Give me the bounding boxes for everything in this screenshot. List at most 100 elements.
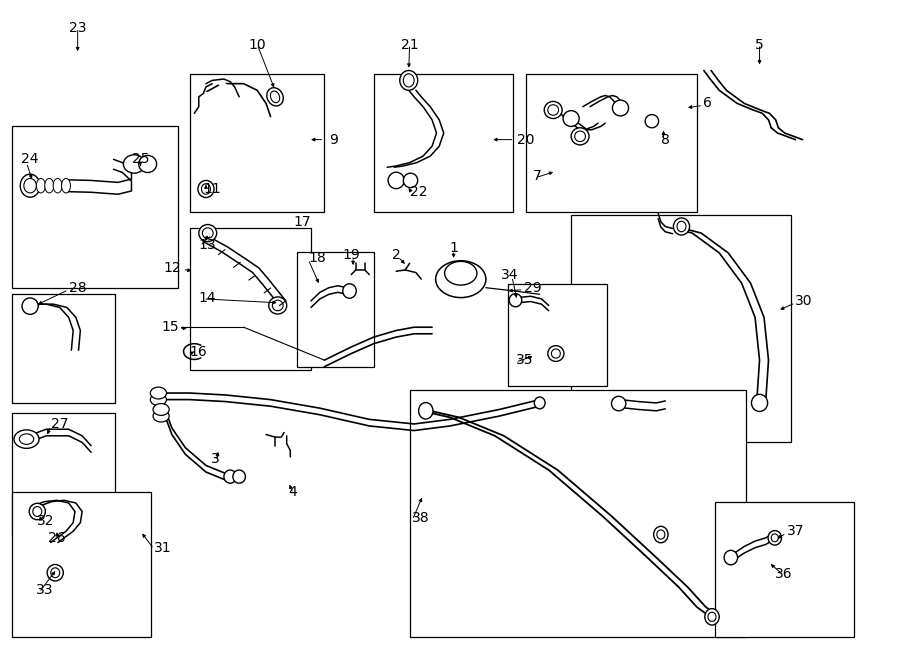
Text: 21: 21	[400, 38, 418, 52]
Ellipse shape	[61, 178, 70, 193]
Text: 15: 15	[161, 320, 179, 334]
Ellipse shape	[657, 530, 665, 539]
Ellipse shape	[535, 397, 545, 408]
Ellipse shape	[612, 100, 628, 116]
Ellipse shape	[677, 221, 686, 232]
Ellipse shape	[47, 564, 63, 581]
Text: 25: 25	[131, 153, 149, 167]
Ellipse shape	[198, 180, 214, 198]
Bar	[298, 252, 374, 367]
Ellipse shape	[202, 228, 213, 239]
Ellipse shape	[645, 114, 659, 128]
Text: 32: 32	[37, 514, 55, 528]
Bar	[715, 502, 854, 637]
Circle shape	[14, 430, 39, 448]
Text: 20: 20	[518, 133, 535, 147]
Ellipse shape	[611, 397, 625, 410]
Ellipse shape	[53, 178, 62, 193]
Text: 3: 3	[211, 452, 220, 466]
Text: 13: 13	[199, 238, 216, 252]
Text: 8: 8	[661, 133, 670, 147]
Ellipse shape	[22, 298, 38, 315]
Ellipse shape	[32, 506, 41, 516]
Ellipse shape	[29, 503, 45, 520]
Ellipse shape	[771, 534, 778, 542]
Ellipse shape	[673, 218, 689, 235]
Circle shape	[153, 410, 169, 422]
Ellipse shape	[418, 403, 433, 419]
Text: 10: 10	[248, 38, 266, 52]
Ellipse shape	[653, 526, 668, 543]
Ellipse shape	[388, 173, 404, 188]
Text: 28: 28	[68, 281, 86, 295]
Text: 11: 11	[203, 182, 221, 196]
Text: 29: 29	[524, 281, 541, 295]
Text: 18: 18	[308, 251, 326, 265]
Ellipse shape	[572, 128, 590, 145]
Ellipse shape	[563, 110, 580, 126]
Circle shape	[19, 434, 33, 444]
Bar	[13, 492, 151, 637]
Ellipse shape	[50, 568, 59, 578]
Bar	[572, 215, 791, 442]
Text: 26: 26	[49, 531, 66, 545]
Text: 27: 27	[50, 417, 68, 431]
Ellipse shape	[36, 178, 45, 193]
Bar	[190, 74, 324, 212]
Circle shape	[445, 261, 477, 285]
Ellipse shape	[273, 300, 284, 311]
Ellipse shape	[544, 101, 562, 118]
Text: 38: 38	[412, 511, 430, 525]
Bar	[13, 126, 178, 288]
Text: 24: 24	[21, 153, 39, 167]
Ellipse shape	[23, 178, 36, 193]
Ellipse shape	[403, 173, 418, 188]
Text: 2: 2	[392, 248, 400, 262]
Ellipse shape	[45, 178, 54, 193]
Ellipse shape	[403, 74, 414, 87]
Text: 14: 14	[199, 291, 216, 305]
Ellipse shape	[224, 470, 237, 483]
Ellipse shape	[708, 612, 716, 621]
Bar	[410, 390, 746, 637]
Ellipse shape	[552, 349, 561, 358]
Text: 6: 6	[703, 97, 712, 110]
Ellipse shape	[548, 346, 564, 362]
Ellipse shape	[270, 91, 280, 102]
Text: 34: 34	[501, 268, 519, 282]
Ellipse shape	[233, 470, 246, 483]
Text: 19: 19	[342, 248, 360, 262]
Ellipse shape	[139, 155, 157, 173]
Ellipse shape	[509, 293, 522, 307]
Text: 35: 35	[516, 353, 533, 367]
Bar	[13, 294, 115, 403]
Text: 23: 23	[69, 21, 86, 35]
Ellipse shape	[266, 88, 284, 106]
Text: 16: 16	[190, 344, 208, 358]
Bar	[526, 74, 697, 212]
Ellipse shape	[269, 297, 287, 314]
Ellipse shape	[202, 184, 211, 194]
Ellipse shape	[199, 225, 217, 242]
Text: 17: 17	[293, 215, 310, 229]
Ellipse shape	[20, 174, 40, 197]
Bar	[190, 229, 310, 370]
Text: 5: 5	[755, 38, 764, 52]
Circle shape	[153, 404, 169, 415]
Text: 12: 12	[163, 261, 181, 275]
Text: 37: 37	[787, 524, 804, 538]
Text: 30: 30	[796, 294, 813, 308]
Circle shape	[436, 260, 486, 297]
Ellipse shape	[705, 609, 719, 625]
Bar	[13, 412, 115, 535]
Circle shape	[150, 387, 166, 399]
Text: 36: 36	[775, 567, 793, 581]
Bar	[508, 284, 607, 387]
Ellipse shape	[123, 155, 145, 173]
Ellipse shape	[724, 551, 738, 565]
Ellipse shape	[343, 284, 356, 298]
Text: 4: 4	[289, 485, 297, 499]
Ellipse shape	[400, 71, 418, 91]
Ellipse shape	[768, 531, 781, 545]
Ellipse shape	[575, 131, 586, 141]
